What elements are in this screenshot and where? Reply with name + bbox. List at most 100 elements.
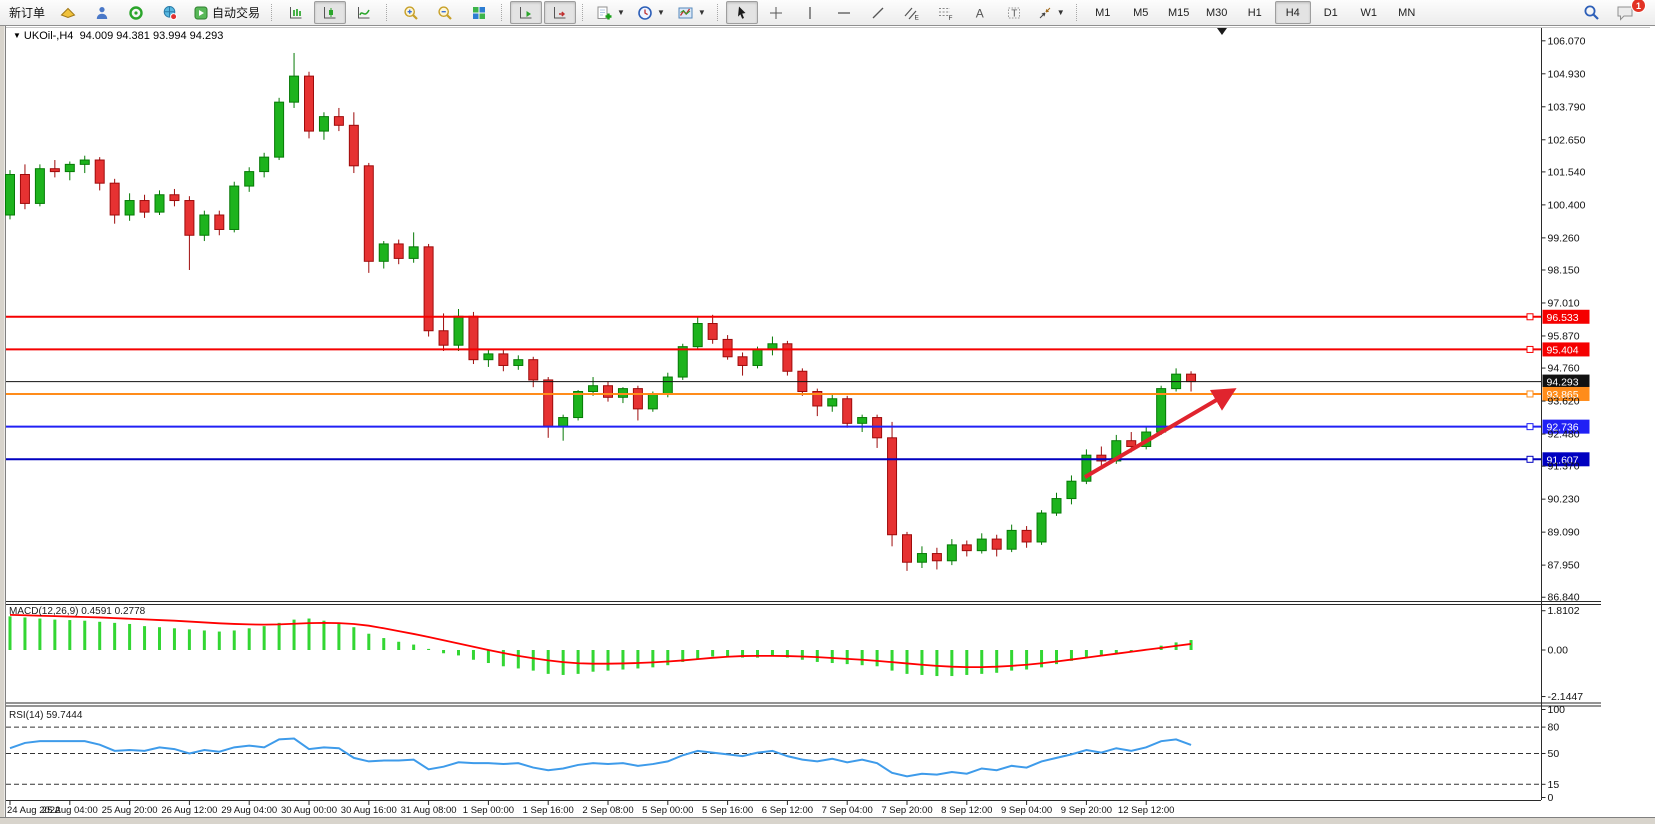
rsi-tick-label: 15	[1548, 779, 1560, 791]
candlestick	[423, 243, 434, 337]
candle-body	[1156, 388, 1167, 433]
candle-body	[797, 370, 808, 393]
macd-bar	[1040, 650, 1044, 668]
tile-windows-button[interactable]	[463, 1, 495, 24]
macd-bar	[681, 650, 685, 662]
chart-line-button[interactable]	[348, 1, 380, 24]
period-M1[interactable]: M1	[1095, 6, 1111, 19]
hline-anchor[interactable]	[1526, 345, 1534, 353]
candle-body	[79, 159, 90, 165]
candle-body	[498, 353, 509, 366]
zoom-out-button[interactable]	[429, 1, 461, 24]
candle-body	[677, 346, 688, 378]
period-H1[interactable]: H1	[1247, 6, 1262, 19]
macd-bar	[1144, 648, 1148, 650]
terminal-button[interactable]	[154, 1, 186, 24]
toolbar-separator	[501, 4, 506, 21]
hline-92.736[interactable]: 92.736	[6, 419, 1590, 434]
vertical-line-button[interactable]	[794, 1, 826, 24]
candlestick	[49, 160, 60, 178]
time-tick-label: 7 Sep 20:00	[881, 805, 932, 816]
hline-anchor[interactable]	[1526, 455, 1534, 463]
macd-bar	[382, 638, 386, 650]
macd-bar	[292, 619, 296, 650]
auto-scroll-button[interactable]	[510, 1, 543, 24]
equidistant-channel-icon: E	[904, 7, 920, 21]
candle-body	[483, 353, 494, 361]
period-H4[interactable]: H4	[1274, 1, 1311, 24]
navigator-button[interactable]	[120, 1, 152, 24]
hline-91.607[interactable]: 91.607	[6, 452, 1590, 467]
period-W1[interactable]: W1	[1360, 6, 1377, 19]
candlestick	[632, 385, 643, 421]
time-tick-label: 26 Aug 12:00	[161, 805, 217, 816]
indicators-button[interactable]: ▼	[591, 1, 630, 24]
search-button[interactable]	[1575, 1, 1607, 24]
macd-bar	[636, 650, 640, 669]
hline-95.404[interactable]: 95.404	[6, 342, 1590, 357]
chat-button[interactable]: 1	[1609, 0, 1646, 24]
chart-bars-button[interactable]	[280, 1, 312, 24]
cursor-button[interactable]	[725, 1, 758, 24]
candlestick	[1096, 446, 1107, 467]
fibonacci-icon: F	[939, 7, 953, 21]
rsi-tick-label: 80	[1548, 722, 1560, 734]
chart-shift-button[interactable]	[544, 1, 577, 24]
bar-chart-icon	[290, 6, 302, 18]
period-M5[interactable]: M5	[1133, 6, 1149, 19]
macd-bar	[202, 630, 206, 650]
autotrading-button[interactable]: 自动交易	[188, 1, 265, 24]
macd-bar	[158, 627, 161, 650]
market-watch-button[interactable]	[52, 1, 84, 24]
arrows-tool-button[interactable]: ▼	[1032, 1, 1070, 24]
horizontal-line-icon	[837, 11, 850, 14]
fibonacci-button[interactable]: F	[930, 1, 962, 24]
chart-candles-button[interactable]	[314, 1, 347, 24]
hline-93.865[interactable]: 93.865	[6, 386, 1590, 401]
macd-bar	[427, 648, 431, 650]
crosshair-button[interactable]	[760, 1, 792, 24]
period-M15[interactable]: M15	[1168, 6, 1190, 19]
trend-arrow[interactable]	[1083, 388, 1237, 479]
period-M30[interactable]: M30	[1206, 6, 1228, 19]
chevron-down-icon: ▼	[1056, 8, 1065, 17]
horizontal-line-button[interactable]	[828, 1, 860, 24]
candle-body	[887, 437, 898, 536]
toolbar-separator	[1075, 4, 1081, 21]
time-tick-label: 25 Aug 20:00	[102, 805, 158, 816]
macd-bar	[1099, 650, 1103, 656]
hline-anchor[interactable]	[1526, 423, 1534, 431]
templates-button[interactable]: ▼	[672, 1, 711, 24]
candlestick	[692, 316, 703, 350]
zoom-in-button[interactable]	[395, 1, 427, 24]
candlestick	[902, 531, 912, 571]
candle-body	[393, 243, 404, 259]
hline-96.533[interactable]: 96.533	[6, 309, 1590, 324]
text-label-button[interactable]: T	[998, 1, 1030, 24]
time-tick-label: 5 Sep 16:00	[702, 805, 753, 816]
trendline-button[interactable]	[862, 1, 894, 24]
hline-94.293[interactable]: 94.293	[6, 374, 1590, 389]
main-toolbar: 新订单 自动交易	[0, 0, 1655, 26]
navigator-icon	[129, 5, 143, 20]
time-tick-label: 1 Sep 00:00	[463, 805, 514, 816]
collapse-marker-icon[interactable]: ▼	[13, 31, 21, 40]
new-order-button[interactable]: 新订单	[4, 1, 50, 24]
hline-anchor[interactable]	[1526, 313, 1534, 321]
candlestick	[857, 414, 868, 433]
period-MN[interactable]: MN	[1398, 6, 1416, 19]
candlestick	[408, 232, 419, 263]
hline-anchor[interactable]	[1526, 390, 1534, 398]
candle-body	[214, 214, 225, 230]
candlestick	[1156, 385, 1167, 435]
candlestick	[199, 210, 210, 242]
equidistant-channel-button[interactable]: E	[896, 1, 928, 24]
cursor-arrow-icon	[737, 6, 746, 19]
data-window-button[interactable]	[86, 1, 118, 24]
macd-bar	[785, 650, 789, 658]
text-tool-button[interactable]: A	[964, 1, 996, 24]
periods-button[interactable]: ▼	[632, 1, 670, 24]
macd-values: 0.4591 0.2778	[81, 606, 146, 617]
period-D1[interactable]: D1	[1323, 6, 1338, 19]
